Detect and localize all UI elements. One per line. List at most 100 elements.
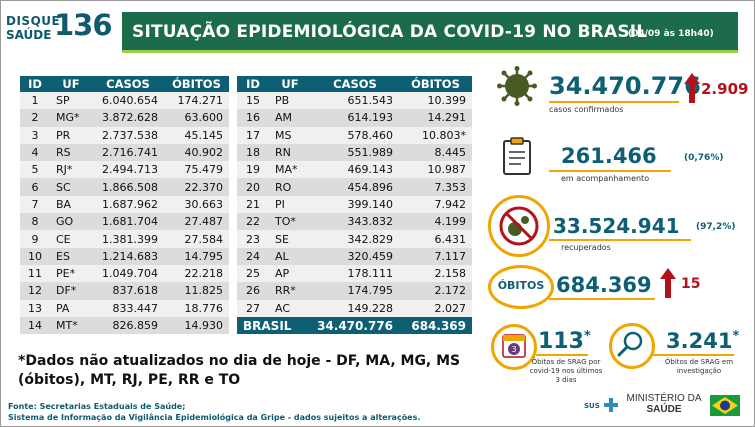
source-note: Fonte: Secretarias Estaduais de Saúde; S… xyxy=(8,401,420,423)
cell-casos: 3.872.628 xyxy=(92,109,164,127)
ministry-name: MINISTÉRIO DA SAÚDE xyxy=(624,393,704,415)
confirmed-increase: 2.909 xyxy=(701,80,749,98)
cell-id: 22 xyxy=(237,213,269,231)
cell-uf: PI xyxy=(269,195,311,214)
cell-casos: 1.049.704 xyxy=(92,264,164,283)
cell-uf: BA xyxy=(50,195,92,214)
cell-id: 12 xyxy=(20,282,50,300)
recovered-value: 33.524.941 xyxy=(553,214,680,238)
table-row: 24 AL 320.459 7.117 xyxy=(237,247,472,265)
cell-uf: CE xyxy=(50,230,92,248)
cell-uf: AP xyxy=(269,264,311,283)
cell-obitos: 14.795 xyxy=(164,247,229,265)
cell-casos: 342.829 xyxy=(311,230,399,248)
title-bar: SITUAÇÃO EPIDEMIOLÓGICA DA COVID-19 NO B… xyxy=(122,12,738,53)
table-row: 6 SC 1.866.508 22.370 xyxy=(20,178,229,196)
cell-obitos: 8.445 xyxy=(399,143,472,162)
table-row: 27 AC 149.228 2.027 xyxy=(237,299,472,317)
cell-id: 27 xyxy=(237,299,269,317)
cell-casos: 837.618 xyxy=(92,282,164,300)
cell-id: 18 xyxy=(237,143,269,162)
cell-casos: 826.859 xyxy=(92,316,164,335)
cell-id: 3 xyxy=(20,126,50,144)
logo-number: 136 xyxy=(54,8,113,42)
cell-id: 5 xyxy=(20,161,50,179)
total-row: BRASIL 34.470.776 684.369 xyxy=(237,316,472,335)
table-row: 14 MT* 826.859 14.930 xyxy=(20,316,229,335)
table-row: 1 SP 6.040.654 174.271 xyxy=(20,92,229,110)
cell-uf: RR* xyxy=(269,282,311,300)
srag-3days-number: 113 xyxy=(538,329,584,354)
cell-uf: GO xyxy=(50,213,92,231)
cell-obitos: 75.479 xyxy=(164,161,229,179)
cell-id: 17 xyxy=(237,126,269,144)
cell-obitos: 11.825 xyxy=(164,282,229,300)
total-obitos: 684.369 xyxy=(399,316,472,335)
disque-saude-logo: DISQUE SAÚDE 136 xyxy=(6,8,116,48)
cell-obitos: 14.291 xyxy=(399,109,472,127)
recovered-label: recuperados xyxy=(561,243,611,252)
table-row: 20 RO 454.896 7.353 xyxy=(237,178,472,196)
table-row: 11 PE* 1.049.704 22.218 xyxy=(20,264,229,283)
table-row: 18 RN 551.989 8.445 xyxy=(237,143,472,162)
cell-uf: AM xyxy=(269,109,311,127)
cell-obitos: 14.930 xyxy=(164,316,229,335)
logo-line1: DISQUE xyxy=(6,14,61,28)
cell-obitos: 2.027 xyxy=(399,299,472,317)
cell-uf: SP xyxy=(50,92,92,110)
table-header-row: ID UF CASOS ÓBITOS xyxy=(237,76,472,92)
cell-id: 9 xyxy=(20,230,50,248)
underline xyxy=(549,239,691,241)
cell-casos: 1.381.399 xyxy=(92,230,164,248)
cell-id: 13 xyxy=(20,299,50,317)
table-row: 15 PB 651.543 10.399 xyxy=(237,92,472,110)
cell-obitos: 27.487 xyxy=(164,213,229,231)
underline xyxy=(549,101,679,103)
table-header-row: ID UF CASOS ÓBITOS xyxy=(20,76,229,92)
table-row: 5 RJ* 2.494.713 75.479 xyxy=(20,161,229,179)
table-row: 13 PA 833.447 18.776 xyxy=(20,299,229,317)
monitoring-value: 261.466 xyxy=(561,144,657,168)
magnifier-icon xyxy=(617,331,643,357)
cell-id: 14 xyxy=(20,316,50,335)
cell-id: 6 xyxy=(20,178,50,196)
table-row: 21 PI 399.140 7.942 xyxy=(237,195,472,214)
cell-uf: RN xyxy=(269,143,311,162)
ministry-line1: MINISTÉRIO DA xyxy=(626,393,702,404)
col-header-casos: CASOS xyxy=(92,76,164,92)
cell-uf: PR xyxy=(50,126,92,144)
cell-id: 1 xyxy=(20,92,50,110)
col-header-id: ID xyxy=(237,76,269,92)
cell-casos: 469.143 xyxy=(311,161,399,179)
confirmed-value: 34.470.776 xyxy=(549,72,701,100)
cell-uf: SE xyxy=(269,230,311,248)
table-row: 16 AM 614.193 14.291 xyxy=(237,109,472,127)
deaths-badge: ÓBITOS xyxy=(488,265,554,309)
underline xyxy=(549,170,671,172)
cell-obitos: 45.145 xyxy=(164,126,229,144)
cell-uf: AL xyxy=(269,247,311,265)
cell-obitos: 63.600 xyxy=(164,109,229,127)
cell-id: 23 xyxy=(237,230,269,248)
cell-casos: 551.989 xyxy=(311,143,399,162)
cell-casos: 2.737.538 xyxy=(92,126,164,144)
table-row: 12 DF* 837.618 11.825 xyxy=(20,282,229,300)
cell-obitos: 7.353 xyxy=(399,178,472,196)
cell-obitos: 10.987 xyxy=(399,161,472,179)
cell-id: 21 xyxy=(237,195,269,214)
col-header-casos: CASOS xyxy=(311,76,399,92)
cell-id: 4 xyxy=(20,143,50,162)
cell-casos: 614.193 xyxy=(311,109,399,127)
total-label: BRASIL xyxy=(237,316,311,335)
table-row: 7 BA 1.687.962 30.663 xyxy=(20,195,229,214)
brazil-flag-icon xyxy=(710,395,740,416)
ministry-line2: SAÚDE xyxy=(646,404,682,415)
cell-uf: TO* xyxy=(269,213,311,231)
srag-investigation-label-line1: Óbitos de SRAG em xyxy=(664,358,734,366)
cell-uf: PB xyxy=(269,92,311,110)
cell-obitos: 4.199 xyxy=(399,213,472,231)
table-row: 19 MA* 469.143 10.987 xyxy=(237,161,472,179)
cell-id: 11 xyxy=(20,264,50,283)
cell-obitos: 2.158 xyxy=(399,264,472,283)
cell-id: 8 xyxy=(20,213,50,231)
